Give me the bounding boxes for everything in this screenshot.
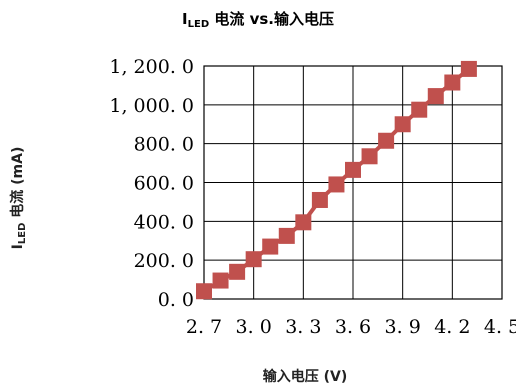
chart-title-sub: LED [188, 19, 210, 30]
y-tick-label: 800. 0 [134, 134, 194, 156]
data-point-marker [278, 227, 295, 244]
x-tick-label: 3. 9 [385, 316, 421, 338]
y-axis-label-rest: 电流 (mA) [9, 147, 26, 223]
data-point-marker [212, 272, 229, 289]
y-tick-label: 400. 0 [134, 211, 194, 233]
data-point-marker [361, 148, 378, 165]
x-tick-label: 2. 7 [186, 316, 222, 338]
x-tick-labels: 2. 7 3. 0 3. 3 3. 6 3. 9 4. 2 4. 5 [186, 316, 516, 338]
y-tick-labels: 0. 0 200. 0 400. 0 600. 0 800. 0 1, 000. 0 1, … [109, 56, 194, 311]
data-point-marker [378, 132, 395, 149]
y-tick-label: 600. 0 [134, 173, 194, 195]
y-axis-label-sub: LED [17, 223, 28, 245]
chart-title-main: I [182, 10, 188, 28]
data-point-marker [295, 214, 312, 231]
data-point-marker [311, 191, 328, 208]
y-tick-label: 200. 0 [134, 250, 194, 272]
data-point-marker [229, 263, 246, 280]
y-tick-label: 0. 0 [158, 289, 194, 311]
x-tick-label: 3. 6 [335, 316, 371, 338]
y-tick-label: 1, 000. 0 [109, 95, 194, 117]
y-tick-label: 1, 200. 0 [109, 56, 194, 78]
x-tick-label: 3. 3 [285, 316, 321, 338]
data-point-marker [262, 238, 279, 255]
x-tick-label: 3. 0 [236, 316, 272, 338]
data-series [196, 60, 477, 300]
data-point-marker [245, 251, 262, 268]
chart-title-rest: 电流 vs.输入电压 [209, 10, 334, 28]
y-axis-label: ILED 电流 (mA) [9, 147, 28, 250]
x-tick-label: 4. 2 [434, 316, 470, 338]
data-point-marker [345, 161, 361, 178]
x-tick-label: 4. 5 [484, 316, 516, 338]
data-point-marker [460, 60, 477, 77]
data-point-marker [427, 88, 444, 105]
y-axis-label-main: I [10, 244, 26, 249]
plot-frame [203, 65, 503, 300]
x-axis-label: 输入电压 (V) [263, 368, 348, 385]
data-point-marker [411, 101, 428, 118]
data-point-marker [444, 74, 461, 91]
data-point-marker [328, 176, 345, 193]
grid [203, 65, 503, 300]
data-point-marker [394, 116, 411, 133]
chart-title: ILED 电流 vs.输入电压 [182, 10, 334, 30]
data-point-marker [196, 283, 212, 300]
